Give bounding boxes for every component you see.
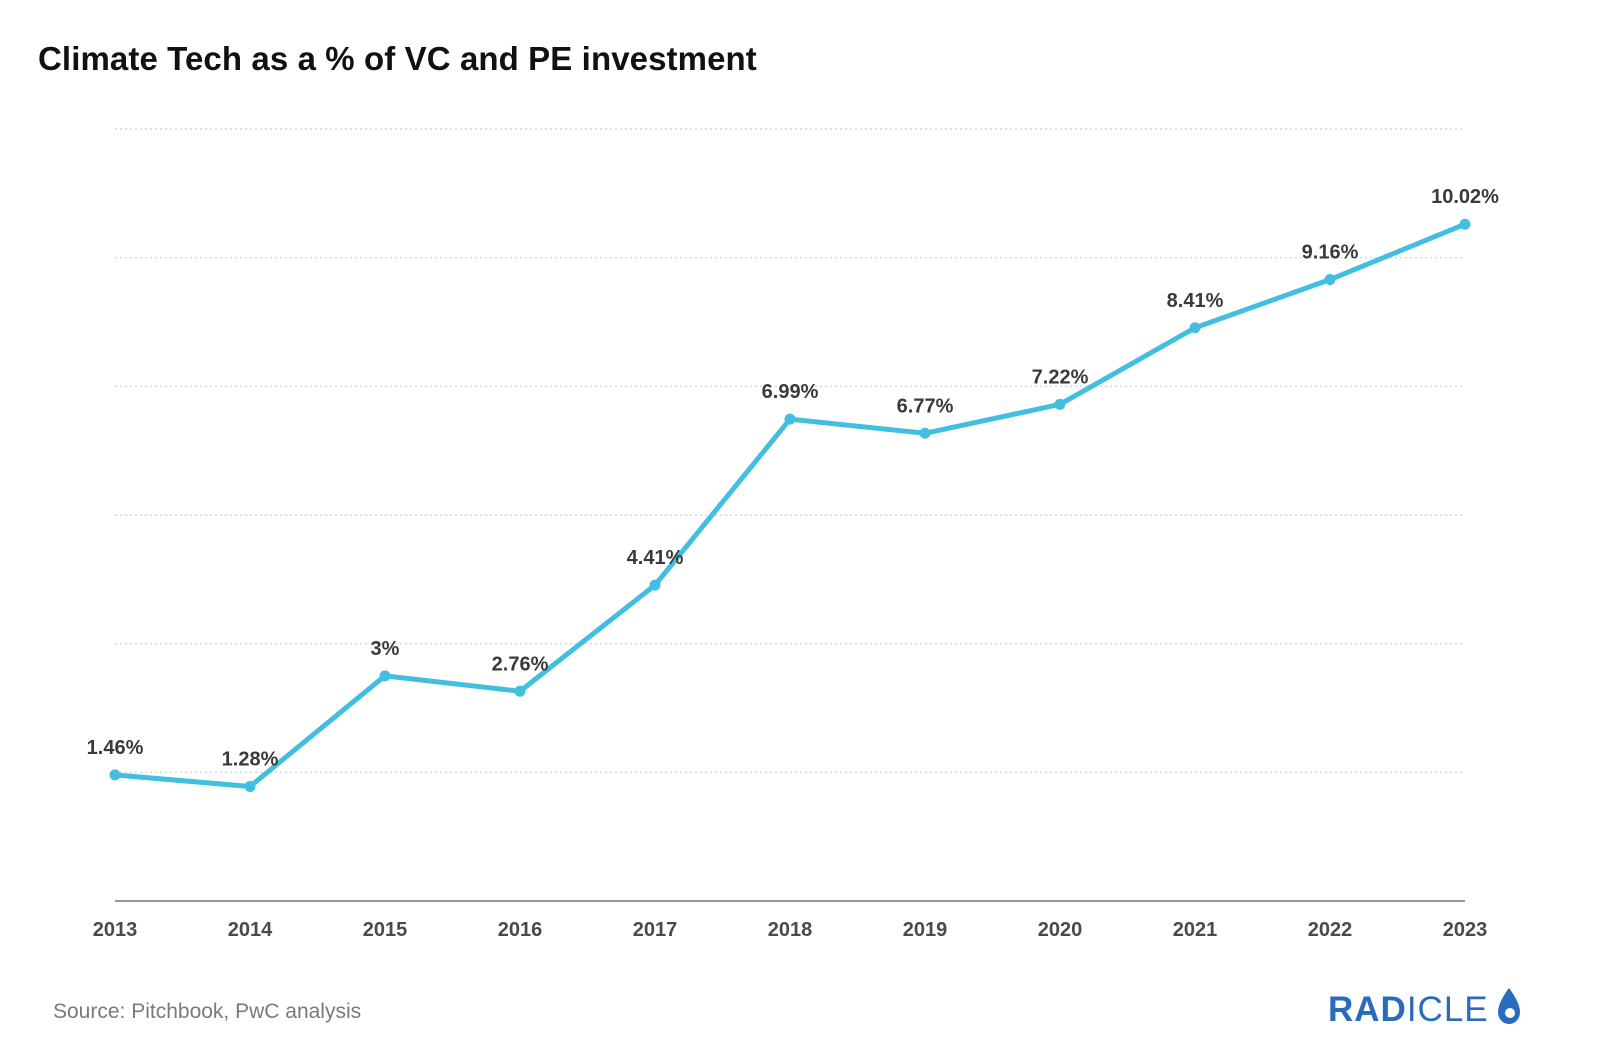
data-point-2014: [244, 780, 256, 792]
brand-text-light: ICLE: [1406, 989, 1489, 1029]
data-point-2020: [1054, 398, 1066, 410]
x-tick-label-2019: 2019: [903, 919, 948, 941]
data-label-2016: 2.76%: [492, 653, 549, 675]
data-point-2022: [1324, 274, 1336, 286]
data-label-2023: 10.02%: [1431, 186, 1499, 208]
chart-title: Climate Tech as a % of VC and PE investm…: [38, 40, 757, 77]
data-point-2018: [784, 413, 796, 425]
data-point-2013: [109, 769, 121, 781]
x-tick-labels: 2013 2014 2015 2016 2017 2018 2019 2020 2021 2022…: [93, 919, 1488, 941]
drop-icon: [1495, 986, 1523, 1032]
x-tick-label-2016: 2016: [498, 919, 543, 941]
data-point-2021: [1189, 322, 1201, 334]
data-label-2015: 3%: [371, 638, 400, 660]
data-label-2020: 7.22%: [1032, 366, 1089, 388]
x-tick-label-2015: 2015: [363, 919, 408, 941]
data-label-2022: 9.16%: [1302, 242, 1359, 264]
x-tick-label-2017: 2017: [633, 919, 678, 941]
data-point-2023: [1459, 218, 1471, 230]
brand-logo: RAD ICLE: [1328, 986, 1523, 1032]
data-point-2019: [919, 427, 931, 439]
brand-text-bold: RAD: [1328, 989, 1407, 1029]
data-points: [109, 218, 1471, 792]
data-labels: 1.46% 1.28% 3% 2.76% 4.41% 6.99% 6.77% 7.22% 8.4…: [87, 186, 1499, 770]
data-point-2017: [649, 579, 661, 591]
data-label-2017: 4.41%: [627, 547, 684, 569]
x-tick-label-2021: 2021: [1173, 919, 1218, 941]
x-tick-label-2020: 2020: [1038, 919, 1083, 941]
data-point-2016: [514, 685, 526, 697]
x-tick-label-2023: 2023: [1443, 919, 1488, 941]
data-point-2015: [379, 670, 391, 682]
data-label-2014: 1.28%: [222, 748, 279, 770]
data-label-2019: 6.77%: [897, 395, 954, 417]
data-label-2021: 8.41%: [1167, 290, 1224, 312]
gridlines: [115, 128, 1465, 773]
x-tick-label-2022: 2022: [1308, 919, 1353, 941]
data-label-2013: 1.46%: [87, 737, 144, 759]
series-line: [112, 221, 1468, 789]
x-tick-label-2013: 2013: [93, 919, 138, 941]
source-note: Source: Pitchbook, PwC analysis: [53, 1000, 362, 1023]
x-tick-label-2014: 2014: [228, 919, 273, 941]
x-tick-label-2018: 2018: [768, 919, 813, 941]
data-label-2018: 6.99%: [762, 381, 819, 403]
